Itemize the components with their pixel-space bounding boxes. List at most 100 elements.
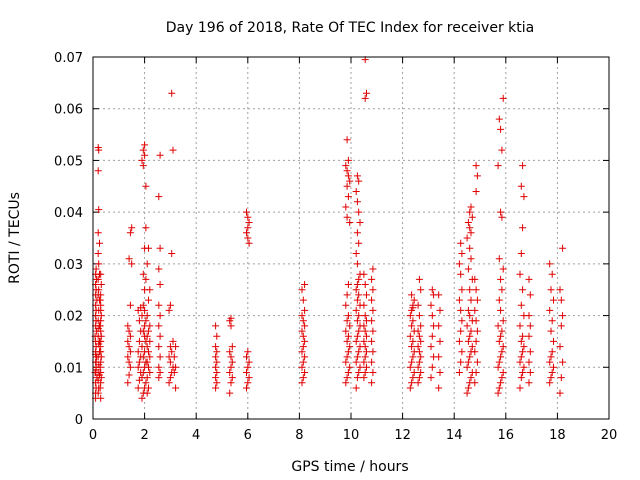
data-point <box>415 348 423 356</box>
data-point <box>417 286 425 294</box>
data-point <box>125 343 133 351</box>
data-point <box>343 353 351 361</box>
data-point <box>352 250 360 257</box>
data-point <box>355 327 363 335</box>
data-point <box>546 260 554 268</box>
data-point <box>548 369 556 376</box>
data-point <box>516 270 524 278</box>
data-point <box>356 363 364 371</box>
data-point <box>494 322 502 330</box>
data-point <box>360 322 368 330</box>
data-point <box>96 239 103 247</box>
data-point <box>353 260 361 268</box>
data-point <box>409 337 417 345</box>
data-point <box>517 250 525 257</box>
data-point <box>363 332 370 340</box>
data-point <box>353 229 361 237</box>
data-point <box>299 358 307 366</box>
data-point <box>134 363 142 371</box>
data-point <box>146 369 154 376</box>
y-tick-label: 0.03 <box>54 258 83 273</box>
data-point <box>125 358 133 366</box>
data-point <box>97 332 105 340</box>
data-point <box>353 172 361 180</box>
data-point <box>213 332 221 340</box>
data-point <box>97 358 105 366</box>
data-point <box>353 353 361 361</box>
y-tick-label: 0.02 <box>54 310 83 325</box>
data-point <box>141 141 149 149</box>
data-point <box>143 332 151 340</box>
data-point <box>368 358 376 366</box>
data-point <box>472 369 480 376</box>
data-point <box>355 312 363 320</box>
data-point <box>92 265 100 273</box>
data-point <box>516 358 524 366</box>
data-point <box>227 363 235 371</box>
data-point <box>301 353 309 361</box>
data-point <box>143 389 151 397</box>
data-point <box>414 363 422 371</box>
data-point <box>526 348 534 356</box>
data-point <box>142 182 150 190</box>
data-point <box>141 306 149 314</box>
data-point <box>495 115 503 123</box>
data-point <box>94 167 102 175</box>
data-point <box>145 244 152 252</box>
data-point <box>360 374 368 382</box>
data-point <box>499 94 507 102</box>
y-tick-label: 0.05 <box>54 154 83 169</box>
data-point <box>368 379 376 387</box>
data-point <box>466 208 474 216</box>
data-point <box>466 224 474 232</box>
data-point <box>409 317 417 325</box>
data-point <box>299 332 307 340</box>
data-point <box>457 327 465 335</box>
data-point <box>548 317 556 325</box>
data-point <box>128 260 136 268</box>
data-point <box>94 229 102 237</box>
data-point <box>427 301 435 309</box>
data-point <box>145 296 152 304</box>
data-point <box>298 363 306 371</box>
data-point <box>415 312 423 320</box>
data-point <box>550 296 557 304</box>
data-point <box>344 332 352 340</box>
data-point <box>457 306 465 314</box>
data-point <box>417 322 425 330</box>
data-point <box>559 312 567 320</box>
data-point <box>343 317 351 325</box>
data-point <box>344 193 352 201</box>
data-point <box>471 379 479 387</box>
data-point <box>517 337 525 345</box>
data-point <box>244 379 252 387</box>
data-point <box>559 358 567 366</box>
data-point <box>361 343 369 351</box>
data-point <box>408 358 416 366</box>
data-point <box>497 332 505 340</box>
data-point <box>356 219 364 226</box>
data-point <box>355 291 363 299</box>
data-point <box>344 312 352 320</box>
data-point <box>170 369 178 376</box>
data-point <box>466 353 474 361</box>
data-point <box>495 296 503 304</box>
data-point <box>410 296 418 304</box>
data-point <box>548 270 556 278</box>
data-point <box>415 358 423 366</box>
data-point <box>499 343 507 351</box>
data-point <box>343 291 351 299</box>
data-point <box>498 327 506 335</box>
data-point <box>427 374 435 382</box>
data-point <box>342 358 350 366</box>
data-point <box>97 312 105 320</box>
data-point <box>94 144 102 151</box>
data-point <box>472 188 480 195</box>
x-tick-label: 2 <box>140 428 148 443</box>
data-point <box>466 332 474 340</box>
data-point <box>346 219 354 226</box>
data-point <box>414 327 422 335</box>
data-point <box>353 296 361 304</box>
data-point <box>355 239 363 247</box>
data-point <box>406 384 414 392</box>
